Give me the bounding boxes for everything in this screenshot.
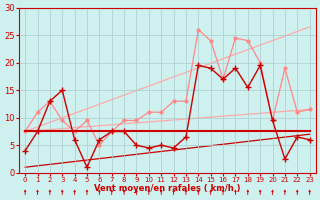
- X-axis label: Vent moyen/en rafales ( km/h ): Vent moyen/en rafales ( km/h ): [94, 184, 241, 193]
